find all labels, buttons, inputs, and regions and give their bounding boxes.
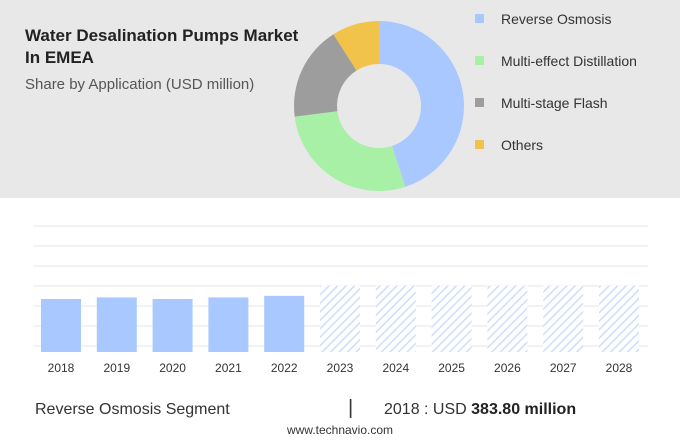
legend-item-reverse-osmosis: Reverse Osmosis	[475, 8, 637, 29]
donut-chart	[294, 21, 465, 192]
forecast-bar-2024	[375, 285, 416, 352]
segment-value: 2018 : USD 383.80 million	[384, 401, 576, 419]
x-tick-label: 2026	[494, 361, 521, 375]
x-tick-label: 2027	[550, 361, 577, 375]
bar-2022	[264, 295, 305, 352]
x-tick-label: 2019	[103, 361, 130, 375]
x-tick-label: 2024	[382, 361, 409, 375]
legend-swatch	[475, 14, 484, 23]
legend-label: Multi-stage Flash	[501, 94, 608, 111]
legend-label: Others	[501, 136, 544, 153]
x-tick-label: 2018	[48, 361, 75, 375]
legend-item-multi-effect: Multi-effect Distillation	[475, 50, 637, 71]
x-tick-label: 2028	[606, 361, 633, 375]
legend-item-others: Others	[475, 134, 637, 155]
footer-divider: |	[348, 397, 354, 419]
x-tick-label: 2020	[159, 361, 186, 375]
bar-chart: 2018 2019 2020 2021 2022 2023 2024 2025 2026 2027…	[33, 225, 648, 375]
forecast-bar-2028	[599, 285, 639, 352]
bar-2021	[208, 297, 249, 352]
bar-2020	[152, 299, 193, 352]
segment-value-prefix: 2018 : USD	[384, 401, 472, 418]
x-tick-label: 2025	[438, 361, 465, 375]
segment-label: Reverse Osmosis Segment	[35, 401, 230, 418]
donut-slice-others	[333, 21, 379, 71]
x-tick-label: 2022	[271, 361, 298, 375]
forecast-bar-2023	[320, 285, 360, 352]
bar-2018	[41, 299, 81, 352]
forecast-bar-2025	[431, 285, 472, 352]
donut-slice-reverse-osmosis	[379, 21, 465, 187]
segment-value-amount: 383.80 million	[471, 401, 577, 418]
legend-label: Multi-effect Distillation	[501, 52, 637, 69]
x-tick-label: 2021	[215, 361, 242, 375]
forecast-bar-2027	[543, 285, 584, 352]
legend-swatch	[475, 98, 484, 107]
x-tick-label: 2023	[327, 361, 354, 375]
forecast-bar-2026	[487, 285, 528, 352]
legend-swatch	[475, 56, 484, 65]
chart-title: Water Desalination Pumps Market In EMEA	[25, 26, 299, 67]
legend-label: Reverse Osmosis	[501, 10, 612, 27]
chart-subtitle: Share by Application (USD million)	[25, 76, 255, 93]
bar-2019	[96, 297, 137, 352]
site-url: www.technavio.com	[286, 423, 394, 437]
donut-slice-multi-effect-distillation	[294, 111, 406, 192]
legend: Reverse Osmosis Multi-effect Distillatio…	[475, 8, 637, 176]
legend-item-multi-stage: Multi-stage Flash	[475, 92, 637, 113]
donut-slice-multi-stage-flash	[294, 34, 357, 117]
legend-swatch	[475, 140, 484, 149]
